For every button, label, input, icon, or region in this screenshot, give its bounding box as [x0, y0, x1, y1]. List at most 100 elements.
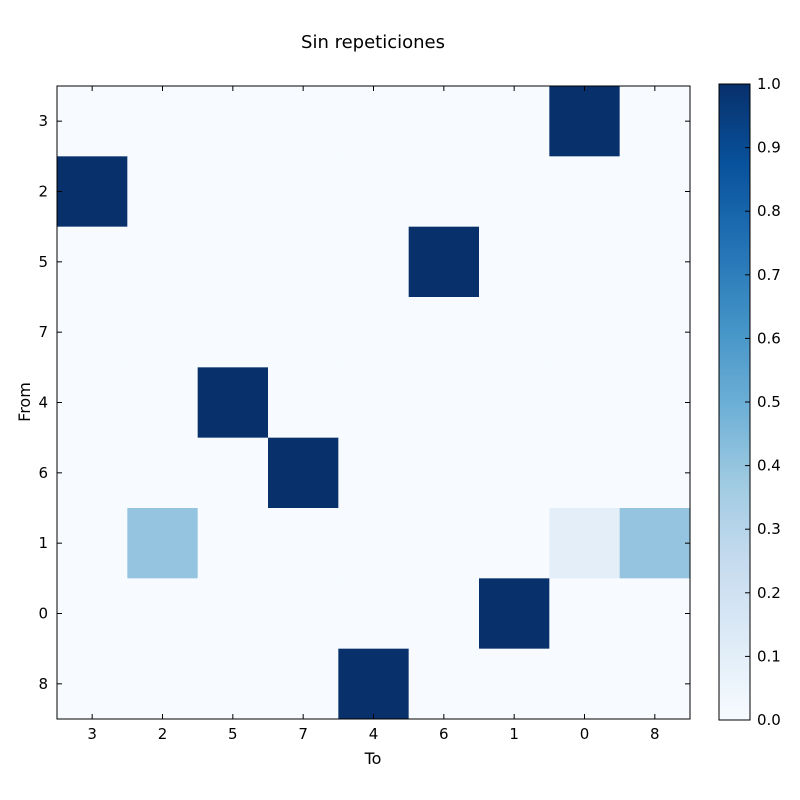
heatmap-cell [268, 437, 339, 509]
heatmap-cell [57, 86, 128, 157]
y-tick-label: 3 [38, 112, 48, 130]
heatmap-cell [338, 437, 409, 509]
heatmap-cell [408, 437, 480, 509]
heatmap-cell [197, 156, 269, 227]
y-tick-label: 2 [38, 183, 48, 201]
heatmap-cell [268, 648, 339, 720]
colorbar-tick-label: 0.0 [757, 711, 781, 729]
heatmap-cell [619, 86, 691, 157]
heatmap-cell [619, 437, 691, 509]
heatmap-cell [268, 367, 339, 438]
heatmap-cell [338, 578, 409, 649]
heatmap-cell [197, 367, 269, 438]
heatmap-cell [619, 226, 691, 298]
heatmap-cell [127, 297, 198, 368]
y-tick-label: 0 [38, 605, 48, 623]
heatmap-cell [408, 578, 480, 649]
heatmap-cell [408, 648, 480, 720]
heatmap-cell [127, 648, 198, 720]
x-tick-label: 7 [298, 725, 308, 743]
heatmap-cell [619, 648, 691, 720]
y-tick-label: 4 [38, 394, 48, 412]
heatmap-cell [549, 437, 620, 509]
x-tick-label: 0 [580, 725, 590, 743]
heatmap-cell [619, 367, 691, 438]
colorbar-tick-label: 0.3 [757, 520, 781, 538]
y-axis-label: From [15, 382, 34, 422]
colorbar-ticks: 0.0 0.1 0.2 0.3 0.4 0.5 0.6 0.7 0.8 0.9 1.0 [745, 75, 781, 729]
x-tick-label: 2 [158, 725, 168, 743]
heatmap-cell [268, 578, 339, 649]
heatmap-cell [197, 578, 269, 649]
colorbar-tick-label: 1.0 [757, 75, 781, 93]
heatmap-cell [479, 226, 550, 298]
heatmap-cell [127, 508, 198, 579]
heatmap-cell [549, 578, 620, 649]
y-tick-label: 1 [38, 534, 48, 552]
heatmap-cell [268, 297, 339, 368]
heatmap-cell [549, 648, 620, 720]
x-tick-label: 6 [439, 725, 449, 743]
heatmap-cell [268, 86, 339, 157]
colorbar-tick-label: 0.9 [757, 139, 781, 157]
heatmap-cell [197, 86, 269, 157]
heatmap-cell [127, 578, 198, 649]
y-axis-ticks: 3 2 5 7 4 6 1 0 8 [38, 112, 690, 693]
heatmap-cell [479, 578, 550, 649]
heatmap-cell [338, 226, 409, 298]
chart-title: Sin repeticiones [301, 32, 445, 53]
heatmap-cell [57, 508, 128, 579]
colorbar-tick-label: 0.2 [757, 584, 781, 602]
heatmap-cell [408, 508, 480, 579]
heatmap-cell [197, 508, 269, 579]
colorbar-tick-label: 0.8 [757, 202, 781, 220]
heatmap-cell [479, 367, 550, 438]
x-tick-label: 3 [87, 725, 97, 743]
colorbar-tick-label: 0.7 [757, 266, 781, 284]
heatmap-cell [127, 226, 198, 298]
heatmap-cell [408, 156, 480, 227]
y-tick-label: 7 [38, 323, 48, 341]
heatmap-cells [57, 86, 691, 720]
heatmap-cell [338, 648, 409, 720]
heatmap-cell [338, 86, 409, 157]
heatmap-cell [408, 86, 480, 157]
heatmap-cell [479, 297, 550, 368]
y-tick-label: 6 [38, 464, 48, 482]
heatmap-cell [479, 156, 550, 227]
x-tick-label: 5 [228, 725, 238, 743]
heatmap-cell [268, 508, 339, 579]
heatmap-cell [338, 367, 409, 438]
heatmap-cell [408, 226, 480, 298]
heatmap-cell [479, 648, 550, 720]
heatmap-cell [549, 226, 620, 298]
heatmap-cell [408, 297, 480, 368]
heatmap-cell [197, 437, 269, 509]
colorbar-tick-label: 0.1 [757, 647, 781, 665]
y-tick-label: 8 [38, 675, 48, 693]
y-tick-label: 5 [38, 253, 48, 271]
x-tick-label: 8 [650, 725, 660, 743]
heatmap-cell [549, 367, 620, 438]
x-tick-label: 4 [369, 725, 379, 743]
heatmap-cell [338, 156, 409, 227]
heatmap-cell [619, 156, 691, 227]
heatmap-cell [127, 156, 198, 227]
heatmap-cell [268, 156, 339, 227]
colorbar-tick-label: 0.5 [757, 393, 781, 411]
heatmap-cell [619, 508, 691, 579]
x-axis-label: To [364, 749, 382, 768]
heatmap-cell [338, 508, 409, 579]
heatmap-cell [197, 297, 269, 368]
heatmap-cell [619, 297, 691, 368]
heatmap-cell [197, 648, 269, 720]
heatmap-cell [549, 297, 620, 368]
heatmap-cell [127, 86, 198, 157]
colorbar-tick-label: 0.4 [757, 457, 781, 475]
x-tick-label: 1 [509, 725, 519, 743]
heatmap-cell [268, 226, 339, 298]
heatmap-cell [197, 226, 269, 298]
colorbar-tick-label: 0.6 [757, 329, 781, 347]
heatmap-cell [549, 508, 620, 579]
